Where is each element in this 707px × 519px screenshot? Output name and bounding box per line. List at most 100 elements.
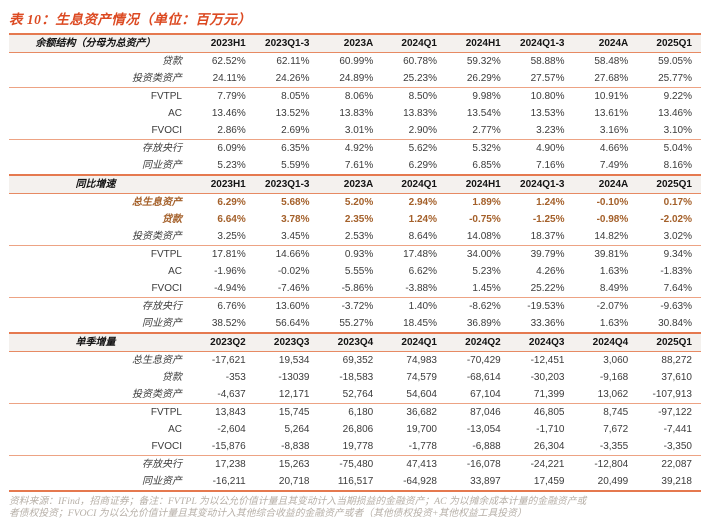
table-cell: 2.90% xyxy=(382,122,446,140)
table-cell: 6.29% xyxy=(382,157,446,175)
table-cell: 5.23% xyxy=(191,157,255,175)
table-title: 表 10：生息资产情况（单位：百万元） xyxy=(9,8,707,28)
table-cell: 2.86% xyxy=(191,122,255,140)
row-label: FVTPL xyxy=(9,246,191,264)
source-note: 资料来源：IFind，招商证券；备注：FVTPL 为以公允价值计量且其变动计入当… xyxy=(9,496,701,519)
row-label: AC xyxy=(9,421,191,438)
table-cell: 13.46% xyxy=(191,105,255,122)
table-cell: 0.93% xyxy=(319,246,383,264)
table-cell: -8.62% xyxy=(446,298,510,316)
column-header: 2024A xyxy=(574,34,638,53)
table-cell: 47,413 xyxy=(382,456,446,474)
row-label: 投资类资产 xyxy=(9,386,191,404)
table-cell: 7,672 xyxy=(574,421,638,438)
column-header: 2024A xyxy=(574,175,638,194)
table-cell: 5.55% xyxy=(319,263,383,280)
table-cell: 46,805 xyxy=(510,404,574,422)
table-cell: 26,806 xyxy=(319,421,383,438)
table-cell: 7.16% xyxy=(510,157,574,175)
table-cell: 6.76% xyxy=(191,298,255,316)
column-header: 2023Q2 xyxy=(191,333,255,352)
table-cell: 17.81% xyxy=(191,246,255,264)
table-cell: -7.46% xyxy=(255,280,319,298)
row-label: 总生息资产 xyxy=(9,194,191,212)
table-cell: 12,171 xyxy=(255,386,319,404)
table-cell: 0.17% xyxy=(637,194,701,212)
table-cell: 60.78% xyxy=(382,53,446,71)
column-header: 2023H1 xyxy=(191,175,255,194)
table-cell: 74,579 xyxy=(382,369,446,386)
table-cell: 60.99% xyxy=(319,53,383,71)
table-cell: 3.23% xyxy=(510,122,574,140)
table-cell: 18.45% xyxy=(382,315,446,333)
table-cell: 8.16% xyxy=(637,157,701,175)
table-cell: 14.66% xyxy=(255,246,319,264)
table-cell: 24.89% xyxy=(319,70,383,88)
table-cell: 10.80% xyxy=(510,88,574,106)
table-cell: 59.05% xyxy=(637,53,701,71)
table-cell: 2.77% xyxy=(446,122,510,140)
table-cell: 6,180 xyxy=(319,404,383,422)
column-header: 2025Q1 xyxy=(637,333,701,352)
table-cell: 33,897 xyxy=(446,473,510,491)
table-cell: -3.72% xyxy=(319,298,383,316)
column-header: 2024Q1 xyxy=(382,175,446,194)
table-cell: -7,441 xyxy=(637,421,701,438)
column-header: 2023Q4 xyxy=(319,333,383,352)
table-cell: 88,272 xyxy=(637,352,701,370)
table-cell: -0.75% xyxy=(446,211,510,228)
table-cell: -75,480 xyxy=(319,456,383,474)
table-cell: 2.69% xyxy=(255,122,319,140)
table-cell: 6.62% xyxy=(382,263,446,280)
table-cell: -3,355 xyxy=(574,438,638,456)
row-label: 同业资产 xyxy=(9,473,191,491)
table-cell: -64,928 xyxy=(382,473,446,491)
table-cell: 5.20% xyxy=(319,194,383,212)
row-label: 存放央行 xyxy=(9,456,191,474)
table-cell: 20,499 xyxy=(574,473,638,491)
row-label: FVOCI xyxy=(9,122,191,140)
table-cell: -13039 xyxy=(255,369,319,386)
column-header: 2025Q1 xyxy=(637,175,701,194)
table-cell: 27.57% xyxy=(510,70,574,88)
table-cell: 15,263 xyxy=(255,456,319,474)
table-cell: 7.79% xyxy=(191,88,255,106)
column-header: 2024H1 xyxy=(446,175,510,194)
table-cell: 13.53% xyxy=(510,105,574,122)
table-cell: 22,087 xyxy=(637,456,701,474)
table-cell: -0.02% xyxy=(255,263,319,280)
table-cell: 4.92% xyxy=(319,140,383,158)
column-header: 2024Q1 xyxy=(382,333,446,352)
table-cell: -18,583 xyxy=(319,369,383,386)
table-cell: 10.91% xyxy=(574,88,638,106)
column-header: 2024Q1-3 xyxy=(510,175,574,194)
table-cell: 19,778 xyxy=(319,438,383,456)
table-cell: 36,682 xyxy=(382,404,446,422)
table-cell: 3.02% xyxy=(637,228,701,246)
table-cell: 74,983 xyxy=(382,352,446,370)
table-cell: -15,876 xyxy=(191,438,255,456)
column-header: 2023Q3 xyxy=(255,333,319,352)
table-cell: 6.29% xyxy=(191,194,255,212)
table-cell: -2.07% xyxy=(574,298,638,316)
table-cell: 9.22% xyxy=(637,88,701,106)
table-cell: 39,218 xyxy=(637,473,701,491)
row-label: AC xyxy=(9,263,191,280)
row-label: 同业资产 xyxy=(9,157,191,175)
table-cell: 38.52% xyxy=(191,315,255,333)
table-cell: 6.85% xyxy=(446,157,510,175)
table-cell: 13.60% xyxy=(255,298,319,316)
table-cell: 1.40% xyxy=(382,298,446,316)
